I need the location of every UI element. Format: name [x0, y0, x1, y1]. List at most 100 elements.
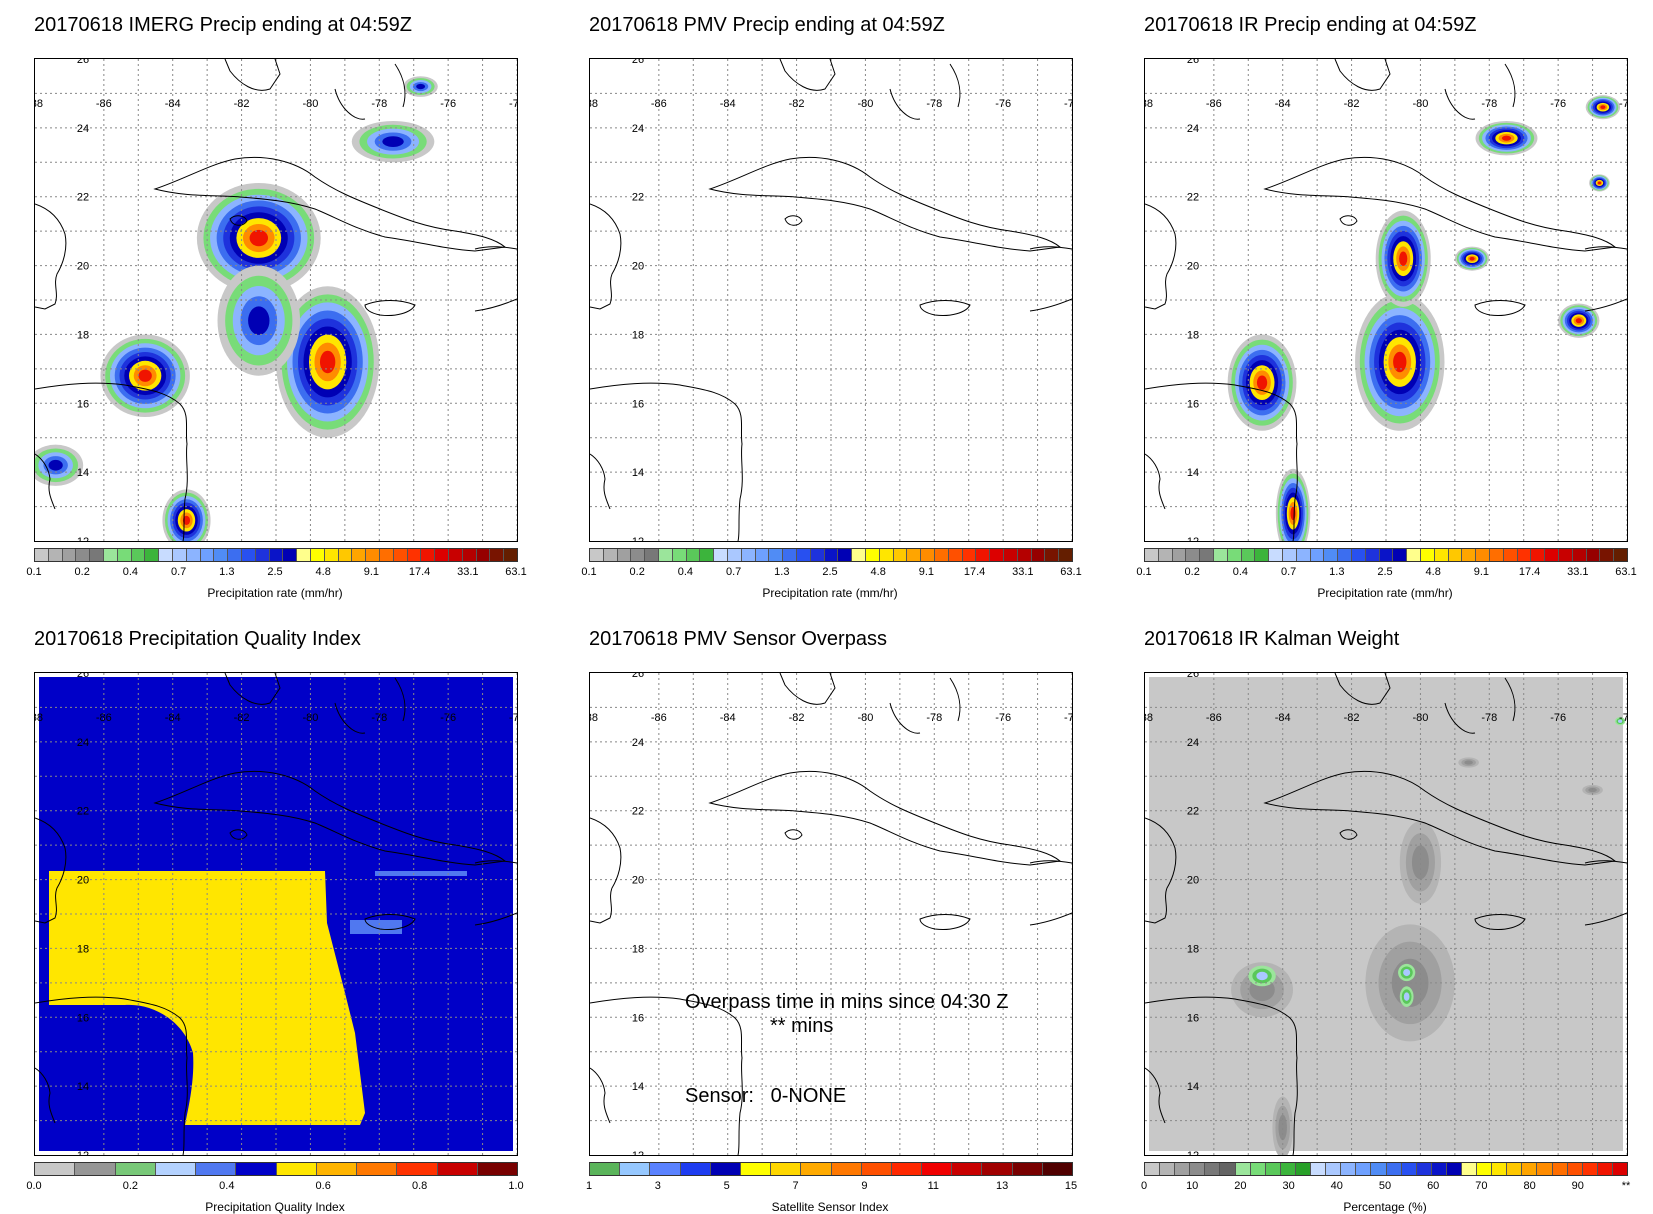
- graticule: [35, 673, 517, 1155]
- lon-label: -78: [371, 712, 387, 724]
- lon-label: -80: [302, 712, 318, 724]
- hispaniola-coastline: [474, 860, 517, 926]
- lon-label: -82: [234, 98, 250, 110]
- map-frame: -88 -86 -84 -82 -80 -78 -76 -74 26 24 22 20 18 16 14 12: [1144, 58, 1628, 542]
- colorbar-swatch: [686, 549, 701, 561]
- honduras-coastline: [590, 996, 743, 1155]
- yucatan-coastline: [1145, 817, 1177, 924]
- lon-label: -86: [96, 98, 112, 110]
- colorbar-swatch: [1220, 1163, 1236, 1175]
- precip-cell-nicaragua: [162, 489, 211, 541]
- colorbar-swatch: [620, 1163, 651, 1175]
- jamaica-coastline: [1474, 300, 1526, 316]
- colorbar-swatch: [1213, 549, 1228, 561]
- coastlines: [590, 673, 1072, 1155]
- bahamas-coastline: [889, 677, 961, 734]
- colorbar-swatch: [710, 1163, 741, 1175]
- colorbar-swatch: [421, 549, 436, 561]
- colorbar-swatch: [891, 1163, 923, 1175]
- colorbar-swatch: [1600, 549, 1615, 561]
- colorbar-swatch: [801, 1163, 832, 1175]
- jamaica-coastline: [1474, 914, 1526, 930]
- colorbar-swatch: [310, 549, 325, 561]
- bahamas-coastline: [1444, 63, 1516, 120]
- colorbar-swatch: [893, 549, 908, 561]
- colorbar: [1144, 548, 1628, 562]
- precip-cell-turks: [1589, 174, 1610, 192]
- kalman-cell-honduras: [1248, 965, 1276, 987]
- colorbar-tick-label: 33.1: [1567, 566, 1589, 578]
- colorbar-swatch: [75, 1163, 116, 1175]
- florida-coastline: [224, 673, 281, 705]
- lat-label: 14: [632, 467, 644, 479]
- colorbar-tick-label: 0: [1140, 1180, 1148, 1192]
- lat-label: 20: [1187, 261, 1199, 273]
- lat-label: 16: [77, 398, 89, 410]
- colorbar-tick-label: 3: [654, 1180, 661, 1192]
- lat-label: 26: [1187, 59, 1199, 66]
- colorbar-swatch: [1296, 549, 1311, 561]
- lon-label: -80: [857, 712, 873, 724]
- colorbar-label: Precipitation rate (mm/hr): [1317, 586, 1453, 600]
- lat-label: 16: [1187, 1012, 1199, 1024]
- colorbar-swatch: [1477, 1163, 1493, 1175]
- yucatan-coastline: [1145, 203, 1177, 310]
- colorbar-swatch: [1572, 549, 1587, 561]
- colorbar-label: Satellite Sensor Index: [771, 1200, 889, 1214]
- colorbar-swatch: [1612, 1163, 1627, 1175]
- colorbar-swatch: [214, 549, 229, 561]
- kalman-cell-east: [1614, 717, 1626, 726]
- colorbar-tick-label: 50: [1378, 1180, 1392, 1192]
- colorbar-swatch: [740, 1163, 772, 1175]
- pqi-precip-field: [39, 677, 513, 1151]
- overpass-panel: 20170618 PMV Sensor Overpass -88 -86 -84 -82…: [555, 614, 1095, 1214]
- colorbar-swatch: [1537, 1163, 1553, 1175]
- colorbar-swatch: [783, 549, 797, 561]
- colorbar-tick-label: 10: [1186, 1180, 1199, 1192]
- colorbar-tick-label: 2.5: [822, 566, 838, 578]
- colorbar-swatch: [1045, 549, 1060, 561]
- cuba-coastline: [708, 770, 1062, 866]
- colorbar-swatch: [1172, 549, 1187, 561]
- jamaica-coastline: [919, 300, 971, 316]
- lon-label: -88: [1145, 98, 1153, 110]
- colorbar-swatch: [62, 549, 77, 561]
- colorbar-swatch: [1552, 1163, 1568, 1175]
- colorbar-tick-label: 0.4: [1232, 566, 1249, 578]
- colorbar-swatch: [755, 549, 770, 561]
- colorbar-swatch: [155, 1163, 196, 1175]
- lat-label: 26: [1187, 673, 1199, 680]
- colorbar-swatch: [462, 549, 477, 561]
- lon-label: -74: [1064, 98, 1072, 110]
- kalman-shading-4: [1458, 757, 1479, 768]
- lat-label: 18: [77, 329, 89, 341]
- colorbar-tick-label: 0.4: [677, 566, 694, 578]
- lon-label: -88: [590, 98, 598, 110]
- colorbar-label: Precipitation rate (mm/hr): [762, 586, 898, 600]
- colorbar-swatch: [1416, 1163, 1432, 1175]
- colorbar-swatch: [255, 549, 270, 561]
- colorbar-swatch: [437, 1163, 478, 1175]
- lon-label: -76: [1550, 98, 1566, 110]
- lat-label: 12: [77, 536, 89, 541]
- colorbar-swatch: [810, 549, 825, 561]
- coastlines: [1145, 59, 1627, 541]
- lat-label: 12: [77, 1150, 89, 1155]
- honduras-coastline: [1145, 996, 1298, 1155]
- colorbar-tick-label: 0.2: [122, 1180, 139, 1192]
- honduras-coastline: [590, 382, 743, 541]
- overpass-map: -88 -86 -84 -82 -80 -78 -76 -74 26 24 22 20 18 16 14 12: [590, 673, 1072, 1155]
- lat-label: 26: [77, 59, 89, 66]
- colorbar-swatch: [236, 1163, 277, 1175]
- colorbar-swatch: [1507, 1163, 1523, 1175]
- panel-title: 20170618 Precipitation Quality Index: [34, 628, 361, 650]
- colorbar-swatch: [1269, 549, 1283, 561]
- lat-label: 14: [1187, 1081, 1199, 1093]
- colorbar-tick-label: 1: [585, 1180, 593, 1192]
- colorbar-swatch: [1476, 549, 1490, 561]
- colorbar: [589, 1162, 1073, 1176]
- lat-label: 26: [632, 673, 644, 680]
- colorbar-swatch: [796, 549, 811, 561]
- lat-label: 12: [632, 1150, 644, 1155]
- colorbar-swatch: [934, 549, 949, 561]
